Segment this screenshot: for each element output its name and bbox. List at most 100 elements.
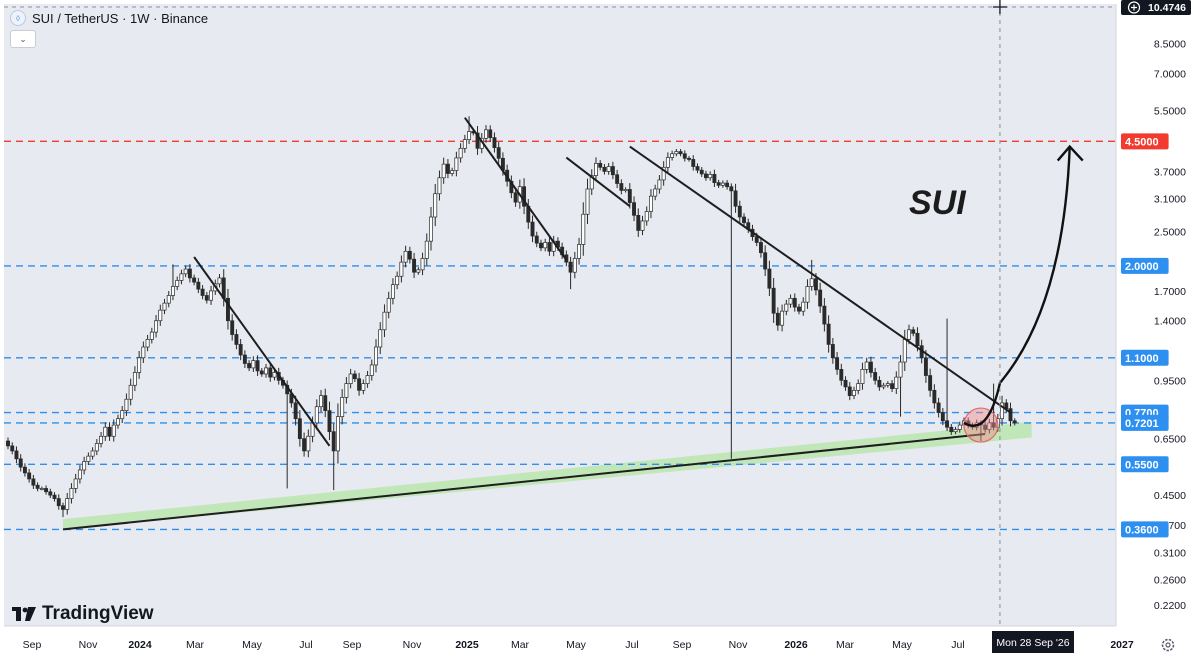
candle-body xyxy=(949,426,954,433)
candle-body xyxy=(348,373,353,384)
candle-body xyxy=(657,179,662,190)
candle-body xyxy=(843,379,848,388)
candle-body xyxy=(424,240,429,259)
tradingview-logo-icon xyxy=(12,607,36,621)
candle xyxy=(868,356,873,378)
candle-body xyxy=(454,157,459,171)
candle xyxy=(52,492,57,502)
candle-body xyxy=(268,367,273,378)
candle xyxy=(166,291,171,308)
candle-body xyxy=(636,214,641,231)
candle-body xyxy=(923,357,928,376)
candle-body xyxy=(302,438,307,452)
candle xyxy=(932,384,937,409)
candle xyxy=(881,382,886,390)
candle xyxy=(792,293,797,312)
candle-body xyxy=(399,261,404,277)
candle-body xyxy=(661,166,666,181)
candle-body xyxy=(357,378,362,391)
candle xyxy=(251,356,256,372)
candle xyxy=(192,274,197,286)
candle-body xyxy=(763,252,768,270)
candle-body xyxy=(306,435,311,452)
price-level-label-1.1000-text: 1.1000 xyxy=(1125,353,1159,365)
candle-body xyxy=(716,182,721,186)
candle xyxy=(475,125,480,155)
candle-body xyxy=(395,275,400,286)
candle-body xyxy=(378,329,383,348)
candle xyxy=(594,157,598,182)
candle-body xyxy=(382,311,387,331)
candle xyxy=(940,407,945,426)
candle-body xyxy=(158,309,163,322)
candle xyxy=(374,339,378,373)
candle-body xyxy=(145,339,150,348)
candle-body xyxy=(340,397,345,417)
candle-body xyxy=(991,422,996,428)
price-level-label-2.0000-text: 2.0000 xyxy=(1125,261,1159,273)
y-tick-label: 8.5000 xyxy=(1154,39,1186,51)
candle xyxy=(6,437,10,450)
price-level-label-0.3600-bg xyxy=(1121,521,1169,538)
candle xyxy=(149,327,154,344)
candle-body xyxy=(839,369,844,381)
candle xyxy=(357,372,362,396)
trendline-5 xyxy=(629,145,1012,414)
candle-body xyxy=(953,429,958,433)
candle xyxy=(737,200,742,223)
candle xyxy=(44,485,49,495)
candle xyxy=(467,116,472,145)
candle xyxy=(77,465,82,484)
candle-body xyxy=(665,157,670,168)
candle-body xyxy=(539,242,543,249)
candle xyxy=(670,150,675,161)
price-level-label-0.7201-bg xyxy=(1121,414,1169,431)
candle xyxy=(877,376,882,391)
candle xyxy=(454,151,459,177)
candle-body xyxy=(226,297,230,322)
candle xyxy=(319,389,323,412)
candle xyxy=(784,299,789,316)
candle xyxy=(843,376,848,391)
candle xyxy=(361,379,366,395)
candle xyxy=(615,169,620,189)
candle-body xyxy=(826,323,831,345)
price-level-label-1.1000: 1.1000 xyxy=(1121,349,1169,366)
candle-body xyxy=(530,221,535,237)
candle-body xyxy=(462,139,467,149)
candle xyxy=(141,341,146,363)
candle-body xyxy=(653,188,658,197)
candle-body xyxy=(73,478,78,489)
candle-body xyxy=(31,478,36,486)
candle xyxy=(335,403,340,464)
add-alert-icon[interactable] xyxy=(1127,1,1141,14)
x-tick-label: Mar xyxy=(511,639,530,651)
candle-body xyxy=(572,258,577,273)
candle-body xyxy=(725,182,730,188)
candle-body xyxy=(801,301,806,312)
candle-body xyxy=(830,344,835,359)
candle-body xyxy=(111,424,116,437)
crosshair-cursor-icon[interactable] xyxy=(992,0,1007,14)
candle xyxy=(187,264,192,283)
candle-body xyxy=(594,162,598,176)
candle-body xyxy=(149,331,154,340)
candle xyxy=(898,355,903,417)
candle-body xyxy=(784,303,789,312)
settings-gear-icon[interactable] xyxy=(1161,638,1175,652)
candle xyxy=(73,473,78,494)
candle xyxy=(158,304,163,326)
candle xyxy=(137,350,142,379)
candle-body xyxy=(699,169,704,175)
highlight-circle xyxy=(963,407,999,443)
collapse-legend-button[interactable]: ⌄ xyxy=(10,30,36,48)
candle xyxy=(653,184,658,201)
candle xyxy=(183,265,188,278)
candle-body xyxy=(69,488,74,499)
candle xyxy=(302,432,307,457)
candle xyxy=(733,183,738,213)
candle xyxy=(259,368,264,377)
candle-body xyxy=(128,384,133,400)
